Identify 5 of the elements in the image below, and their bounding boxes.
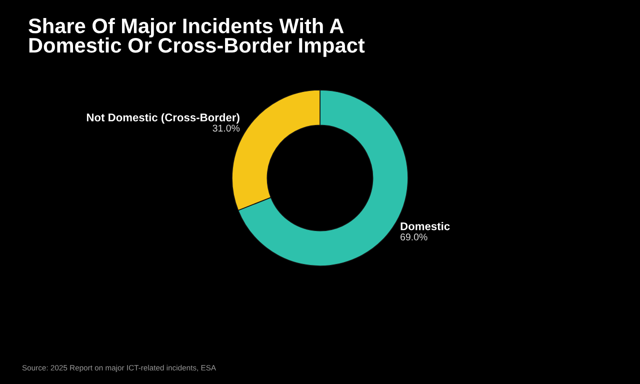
data-label: 31.0% (212, 124, 240, 132)
data-label: 69.0% (400, 234, 428, 240)
slice-label: Domestic (400, 222, 450, 230)
chart-title: Share Of Major Incidents With A Domestic Or Cross-Border Impact (28, 18, 365, 57)
slice-label: Not Domestic (Cross-Border) (86, 113, 240, 124)
